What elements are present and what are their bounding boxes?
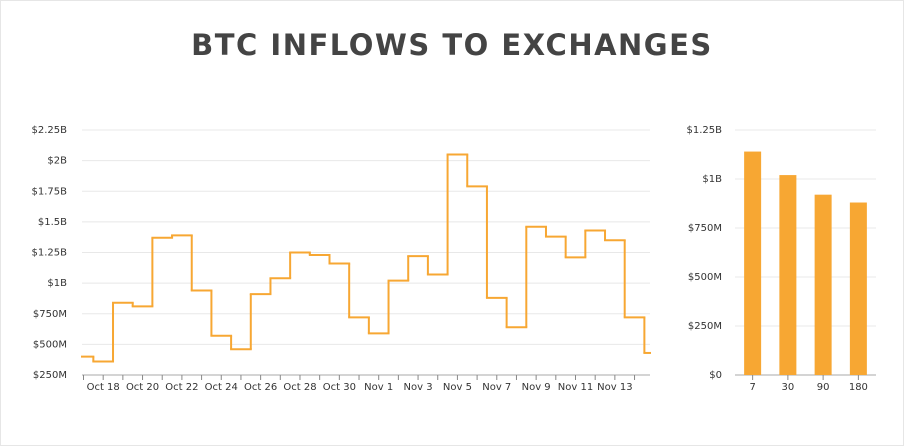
y-tick-label: $1.25B — [32, 248, 68, 259]
y-tick-label: $1B — [47, 278, 67, 289]
x-tick-label: Oct 18 — [87, 382, 120, 393]
y-tick-label: $1.5B — [38, 217, 67, 228]
bar — [779, 175, 797, 375]
x-tick-label: Nov 13 — [597, 382, 632, 393]
y-tick-label: $1B — [702, 174, 722, 185]
y-tick-label: $500M — [688, 272, 722, 283]
x-tick-label: Nov 3 — [404, 382, 433, 393]
y-tick-label: $2.25B — [32, 125, 68, 136]
x-tick-label: Nov 5 — [443, 382, 472, 393]
x-tick-label: 180 — [849, 382, 868, 393]
x-tick-label: Oct 26 — [244, 382, 277, 393]
y-tick-label: $250M — [33, 370, 67, 381]
x-tick-label: 90 — [817, 382, 830, 393]
x-tick-label: Oct 20 — [126, 382, 159, 393]
y-tick-label: $500M — [33, 339, 67, 350]
x-tick-label: Oct 22 — [165, 382, 198, 393]
x-tick-label: Nov 9 — [522, 382, 551, 393]
bar — [849, 202, 867, 375]
bar — [814, 194, 832, 375]
bar — [744, 151, 762, 375]
x-tick-label: Nov 11 — [558, 382, 593, 393]
y-tick-label: $750M — [33, 309, 67, 320]
x-tick-label: Nov 1 — [364, 382, 393, 393]
chart-title: BTC INFLOWS TO EXCHANGES — [191, 28, 713, 62]
y-tick-label: $2B — [47, 156, 67, 167]
y-tick-label: $250M — [688, 321, 722, 332]
y-tick-label: $1.25B — [687, 125, 723, 136]
x-tick-label: Nov 7 — [482, 382, 511, 393]
x-tick-label: Oct 24 — [205, 382, 238, 393]
y-tick-label: $0 — [709, 370, 722, 381]
x-tick-label: 7 — [749, 382, 755, 393]
x-tick-label: 30 — [782, 382, 795, 393]
x-tick-label: Oct 28 — [283, 382, 316, 393]
y-tick-label: $1.75B — [32, 186, 68, 197]
y-tick-label: $750M — [688, 223, 722, 234]
x-tick-label: Oct 30 — [323, 382, 356, 393]
